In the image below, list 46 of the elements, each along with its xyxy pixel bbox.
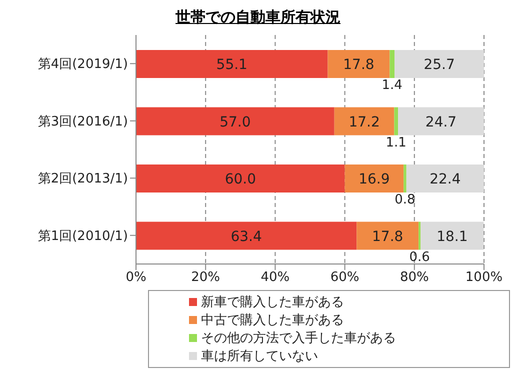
bar bbox=[136, 107, 334, 136]
y-tick-label: 第2回(2013/1) bbox=[38, 172, 128, 187]
legend-label: 車は所有していない bbox=[201, 349, 318, 364]
data-label: 17.2 bbox=[348, 114, 380, 130]
data-label: 0.8 bbox=[394, 192, 416, 208]
bar bbox=[328, 50, 390, 78]
x-tick-label: 80% bbox=[400, 270, 429, 286]
bar bbox=[394, 107, 398, 136]
legend-label: その他の方法で入手した車がある bbox=[201, 331, 396, 346]
data-label: 25.7 bbox=[424, 57, 455, 73]
data-label: 22.4 bbox=[430, 172, 461, 188]
bar bbox=[344, 164, 404, 192]
data-label: 55.1 bbox=[216, 57, 248, 73]
y-tick-label: 第4回(2019/1) bbox=[38, 57, 128, 72]
bar bbox=[136, 164, 345, 192]
data-label: 1.1 bbox=[386, 135, 406, 150]
bar bbox=[390, 50, 395, 78]
data-label: 24.7 bbox=[425, 114, 457, 130]
data-label: 17.8 bbox=[343, 57, 374, 73]
y-tick-label: 第1回(2010/1) bbox=[38, 228, 128, 244]
bar bbox=[136, 50, 328, 78]
legend-label: 中古で購入した車がある bbox=[201, 313, 344, 328]
data-label: 60.0 bbox=[224, 172, 256, 188]
y-tick-label: 第3回(2016/1) bbox=[38, 114, 128, 130]
data-label: 1.4 bbox=[382, 78, 402, 93]
chart-title: 世帯での自動車所有状況 bbox=[174, 8, 342, 27]
x-tick-label: 20% bbox=[191, 270, 220, 286]
bar bbox=[398, 107, 484, 136]
legend-label: 新車で購入した車がある bbox=[201, 295, 344, 310]
data-label: 17.8 bbox=[372, 228, 404, 245]
data-label: 16.9 bbox=[358, 172, 390, 188]
x-tick-label: 100% bbox=[465, 270, 503, 286]
x-tick-label: 60% bbox=[330, 270, 360, 286]
bar bbox=[394, 50, 484, 78]
bar bbox=[334, 107, 394, 136]
data-label: 63.4 bbox=[230, 228, 262, 245]
x-tick-label: 40% bbox=[260, 270, 290, 286]
x-tick-label: 0% bbox=[126, 270, 146, 286]
data-label: 0.6 bbox=[409, 250, 430, 265]
bar bbox=[136, 222, 357, 250]
bar bbox=[356, 222, 419, 250]
bar bbox=[406, 164, 484, 192]
data-label: 57.0 bbox=[220, 114, 251, 130]
data-label: 18.1 bbox=[436, 228, 468, 245]
bar bbox=[404, 164, 406, 192]
bar bbox=[420, 222, 484, 250]
